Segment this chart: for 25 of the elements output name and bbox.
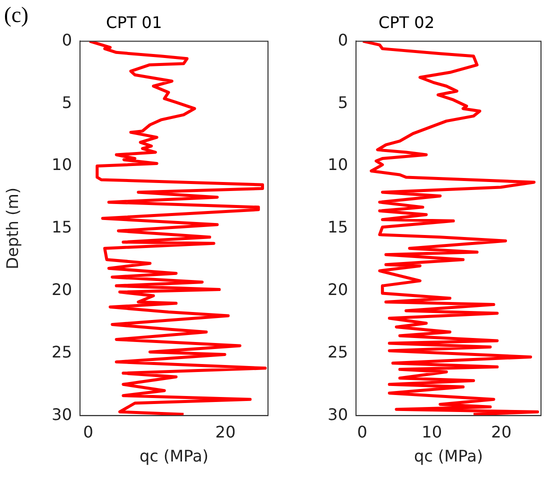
y-tick-label: 25	[52, 342, 72, 362]
chart-title: CPT 02	[378, 12, 435, 32]
x-tick-label: 20	[491, 422, 512, 442]
y-tick-label: 30	[52, 404, 72, 424]
y-tick-label: 5	[338, 92, 348, 112]
y-axis-title: Depth (m)	[2, 187, 22, 270]
y-tick-label: 10	[52, 155, 72, 174]
x-tick-label: 10	[422, 422, 442, 442]
x-tick-label: 0	[357, 422, 368, 442]
y-tick-label: 25	[328, 342, 348, 362]
y-tick-label: 10	[328, 155, 348, 174]
y-tick-label: 15	[52, 218, 72, 237]
x-tick-label: 0	[83, 422, 94, 442]
y-tick-label: 30	[328, 404, 348, 424]
y-tick-label: 20	[52, 280, 72, 299]
chart-title: CPT 01	[106, 12, 162, 32]
y-tick-label: 0	[338, 30, 348, 50]
text: (c)	[4, 2, 28, 28]
x-tick-label: 20	[215, 422, 236, 442]
y-tick-label: 0	[62, 30, 72, 50]
y-tick-label: 20	[328, 280, 348, 299]
x-axis-title: qc (MPa)	[414, 446, 484, 466]
x-axis-title: qc (MPa)	[139, 446, 209, 466]
y-tick-label: 5	[62, 92, 72, 112]
y-tick-label: 15	[328, 218, 348, 237]
